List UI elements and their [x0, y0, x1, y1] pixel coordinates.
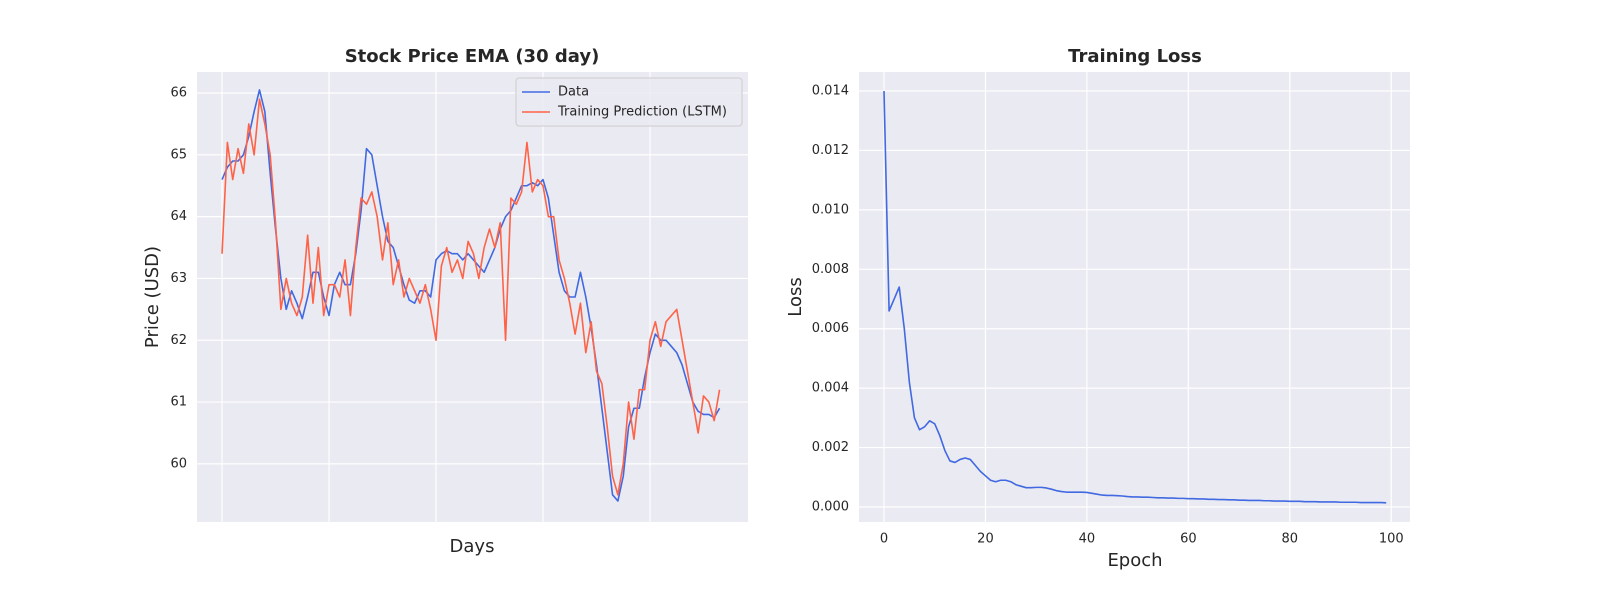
- x-axis-label: Epoch: [1107, 550, 1162, 571]
- x-tick-label: 60: [1180, 532, 1197, 547]
- y-tick-label: 62: [170, 333, 187, 348]
- y-tick-label: 0.014: [812, 84, 849, 99]
- x-tick-label: 0: [880, 532, 888, 547]
- y-tick-label: 66: [170, 86, 187, 101]
- x-axis-label: Days: [450, 536, 495, 557]
- y-tick-label: 61: [170, 395, 187, 410]
- y-tick-label: 0.002: [812, 440, 849, 455]
- plot-area: [859, 72, 1410, 522]
- chart-title: Training Loss: [1068, 46, 1202, 67]
- x-tick-label: 80: [1282, 532, 1299, 547]
- legend-box: [515, 77, 743, 127]
- data-line: [883, 91, 1387, 504]
- data-line: [221, 98, 721, 496]
- x-tick-label: 20: [977, 532, 994, 547]
- x-tick-label: 40: [1079, 532, 1096, 547]
- y-tick-label: 0.010: [812, 202, 849, 217]
- y-tick-label: 0.000: [812, 499, 849, 514]
- y-tick-label: 0.004: [812, 381, 849, 396]
- y-axis-label: Loss: [785, 277, 806, 316]
- y-tick-label: 60: [170, 456, 187, 471]
- chart-title: Stock Price EMA (30 day): [345, 46, 600, 67]
- y-tick-label: 65: [170, 147, 187, 162]
- y-tick-label: 63: [170, 271, 187, 286]
- legend-label: Training Prediction (LSTM): [557, 105, 727, 120]
- y-axis-label: Price (USD): [142, 246, 163, 348]
- y-tick-label: 0.008: [812, 262, 849, 277]
- legend-label: Data: [558, 85, 589, 100]
- plot-area: [197, 72, 748, 522]
- y-tick-label: 64: [170, 209, 187, 224]
- y-tick-label: 0.012: [812, 143, 849, 158]
- y-tick-label: 0.006: [812, 321, 849, 336]
- x-tick-label: 100: [1379, 532, 1404, 547]
